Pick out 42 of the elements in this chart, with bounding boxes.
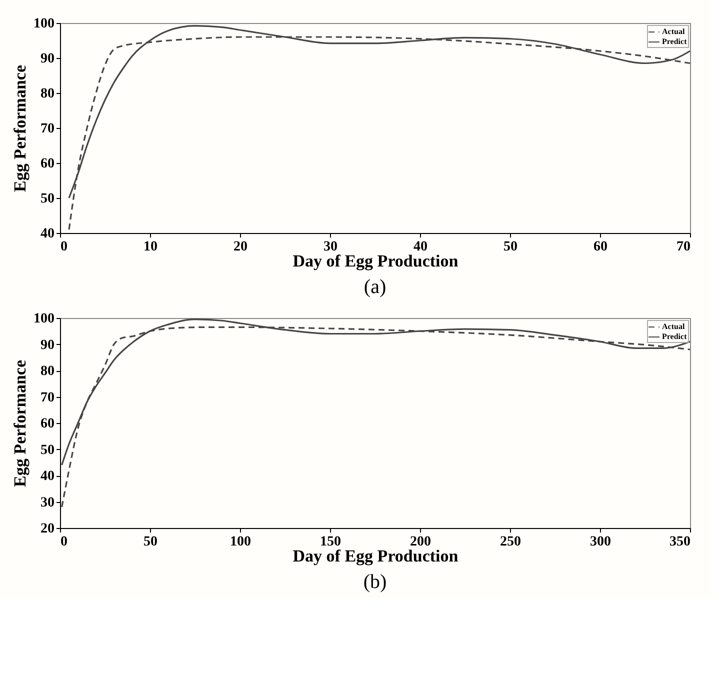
x-tick-label: 100	[230, 534, 251, 550]
x-tick-label: 10	[144, 240, 158, 254]
x-tick-label: 250	[500, 534, 521, 550]
x-tick-label: 0	[60, 534, 68, 550]
legend-label: Actual	[662, 27, 686, 36]
x-tick-label: 60	[594, 240, 608, 254]
x-tick-label: 350	[670, 534, 690, 550]
x-tick-label: 40	[414, 240, 428, 254]
y-tick-label: 50	[40, 442, 54, 458]
x-tick-label: 50	[504, 240, 518, 254]
y-tick-label: 80	[40, 364, 54, 379]
y-tick-label: 100	[34, 16, 54, 32]
y-tick-label: 90	[40, 52, 54, 66]
x-tick-label: 70	[676, 240, 690, 254]
y-tick-label: 40	[40, 226, 54, 242]
x-tick-label: 300	[590, 534, 611, 550]
x-tick-label: 0	[60, 240, 68, 254]
y-tick-label: 70	[40, 122, 54, 136]
x-tick-label: 150	[320, 534, 341, 550]
y-tick-label: 20	[40, 522, 54, 536]
legend-label: Predict	[662, 37, 688, 46]
x-tick-label: 50	[144, 534, 158, 550]
y-tick-label: 80	[40, 86, 54, 102]
text: (a)	[364, 276, 386, 298]
legend-label: Actual	[662, 322, 686, 331]
legend-label: Predict	[662, 332, 688, 341]
x-axis-title: Day of Egg Production	[292, 546, 459, 566]
y-tick-label: 50	[40, 192, 54, 206]
y-axis-title: Egg Performance	[10, 64, 30, 192]
y-tick-label: 70	[40, 390, 54, 406]
x-tick-label: 200	[410, 534, 431, 550]
y-tick-label: 30	[40, 495, 54, 510]
y-tick-label: 100	[34, 312, 54, 326]
x-tick-label: 30	[324, 240, 338, 254]
x-axis-title: Day of Egg Production	[292, 252, 459, 270]
y-tick-label: 60	[40, 416, 54, 432]
y-axis-title: Egg Performance	[10, 360, 30, 487]
y-tick-label: 90	[40, 338, 54, 353]
y-tick-label: 40	[40, 469, 54, 484]
text: (b)	[363, 571, 387, 593]
x-tick-label: 20	[234, 240, 248, 254]
y-tick-label: 60	[40, 156, 54, 172]
